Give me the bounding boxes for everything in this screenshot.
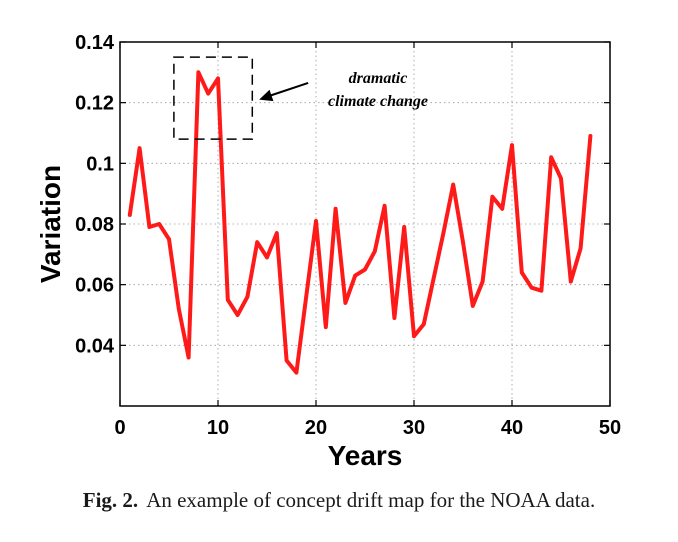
data-point [226,298,230,302]
data-point [569,279,573,284]
data-point [196,70,201,75]
data-point [422,322,426,326]
data-point [353,273,358,278]
y-tick-label: 0.1 [86,153,114,175]
data-point [343,301,348,305]
data-point [520,270,524,275]
data-point [588,134,593,138]
data-point [235,313,240,317]
variation-series-line [127,70,593,375]
data-point [402,225,407,229]
data-point [441,231,446,235]
data-point [157,222,161,226]
series-layer [127,70,593,375]
data-point [314,219,318,223]
data-point [549,155,553,160]
grid-layer [120,42,610,406]
data-point [461,240,465,244]
annotation-text-line2: climate change [328,93,428,110]
y-tick-label: 0.06 [75,275,114,297]
data-point [471,304,475,308]
data-point [304,295,309,299]
data-point [284,358,289,363]
data-point [206,91,210,96]
data-point [392,316,397,320]
annotation-text-line1: dramatic [349,70,408,87]
y-tick-label: 0.14 [75,32,115,54]
data-point [147,225,152,229]
data-point [128,213,132,217]
caption-text: An example of concept drift map for the … [146,488,596,512]
data-point [480,279,485,284]
data-point [216,76,220,81]
data-point [324,325,328,329]
data-point [265,255,269,260]
data-point [255,240,259,244]
data-point [529,285,534,290]
x-tick-label: 30 [403,417,425,439]
data-point [382,204,387,208]
data-point [363,267,367,272]
x-tick-label: 40 [501,417,523,439]
data-point [559,176,563,181]
data-point [333,207,338,211]
data-point [451,182,456,187]
data-point [490,194,495,199]
data-point [137,146,142,150]
data-point [412,334,416,339]
data-point [186,355,191,360]
data-point [167,237,171,241]
figure-caption: Fig. 2. An example of concept drift map f… [0,488,678,513]
x-axis-label: Years [328,440,403,471]
data-point [510,143,514,147]
x-tick-label: 50 [599,417,621,439]
x-tick-label: 0 [114,417,125,439]
data-point [275,231,279,235]
highlight-box [173,56,254,140]
x-tick-label: 20 [305,417,327,439]
y-axis-label: Variation [35,165,66,283]
data-point [539,288,544,293]
y-tick-label: 0.04 [75,335,115,357]
caption-label: Fig. 2. [82,488,139,512]
x-tick-label: 10 [207,417,229,439]
data-point [373,249,377,254]
data-point [500,207,505,211]
y-tick-label: 0.08 [75,214,114,236]
data-point [578,246,583,251]
annotation-layer: dramatic climate change [173,56,428,140]
annotation-arrow-head [259,89,274,102]
data-point [294,370,299,375]
concept-drift-chart: 0 10 20 30 40 50 0.04 0.06 0.08 0.1 0.12 0.14 drama… [35,32,621,471]
annotation-arrow-shaft [266,82,309,98]
data-point [177,307,181,311]
data-point [245,295,250,299]
y-tick-label: 0.12 [75,93,114,115]
data-point [431,276,436,281]
ticks-layer: 0 10 20 30 40 50 0.04 0.06 0.08 0.1 0.12 0.14 [75,32,621,439]
